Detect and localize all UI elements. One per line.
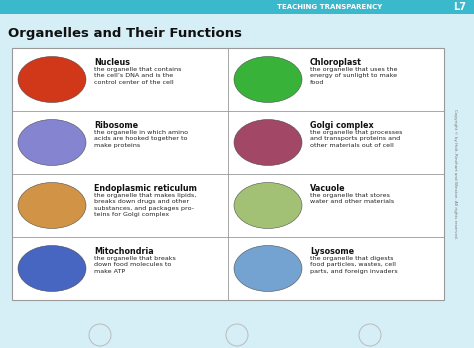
- Text: Copyright © by Holt, Rinehart and Winston. All rights reserved.: Copyright © by Holt, Rinehart and Winsto…: [453, 109, 457, 239]
- Text: the organelle that uses the
energy of sunlight to make
food: the organelle that uses the energy of su…: [310, 67, 398, 85]
- Text: Mitochondria: Mitochondria: [94, 247, 154, 256]
- Ellipse shape: [234, 56, 302, 103]
- Ellipse shape: [234, 245, 302, 292]
- Text: the organelle that makes lipids,
breaks down drugs and other
substances, and pac: the organelle that makes lipids, breaks …: [94, 193, 196, 217]
- Text: L7: L7: [454, 2, 466, 12]
- Text: Vacuole: Vacuole: [310, 184, 346, 193]
- Text: the organelle that contains
the cell’s DNA and is the
control center of the cell: the organelle that contains the cell’s D…: [94, 67, 182, 85]
- Ellipse shape: [18, 119, 86, 166]
- Text: Organelles and Their Functions: Organelles and Their Functions: [8, 26, 242, 40]
- Text: Nucleus: Nucleus: [94, 58, 130, 67]
- Text: Ribosome: Ribosome: [94, 121, 138, 130]
- Text: the organelle that digests
food particles, wastes, cell
parts, and foreign invad: the organelle that digests food particle…: [310, 256, 398, 274]
- Text: the organelle that stores
water and other materials: the organelle that stores water and othe…: [310, 193, 394, 204]
- Text: TEACHING TRANSPARENCY: TEACHING TRANSPARENCY: [277, 4, 383, 10]
- Bar: [12, 48, 444, 300]
- Ellipse shape: [234, 119, 302, 166]
- Ellipse shape: [18, 56, 86, 103]
- Text: the organelle in which amino
acids are hooked together to
make proteins: the organelle in which amino acids are h…: [94, 130, 188, 148]
- Text: the organelle that processes
and transports proteins and
other materials out of : the organelle that processes and transpo…: [310, 130, 402, 148]
- Text: Chloroplast: Chloroplast: [310, 58, 362, 67]
- Ellipse shape: [18, 182, 86, 229]
- Text: Lysosome: Lysosome: [310, 247, 354, 256]
- Ellipse shape: [234, 182, 302, 229]
- Text: Endoplasmic reticulum: Endoplasmic reticulum: [94, 184, 197, 193]
- Text: the organelle that breaks
down food molecules to
make ATP: the organelle that breaks down food mole…: [94, 256, 176, 274]
- Text: Golgi complex: Golgi complex: [310, 121, 374, 130]
- Ellipse shape: [18, 245, 86, 292]
- Bar: [0, 0, 474, 14]
